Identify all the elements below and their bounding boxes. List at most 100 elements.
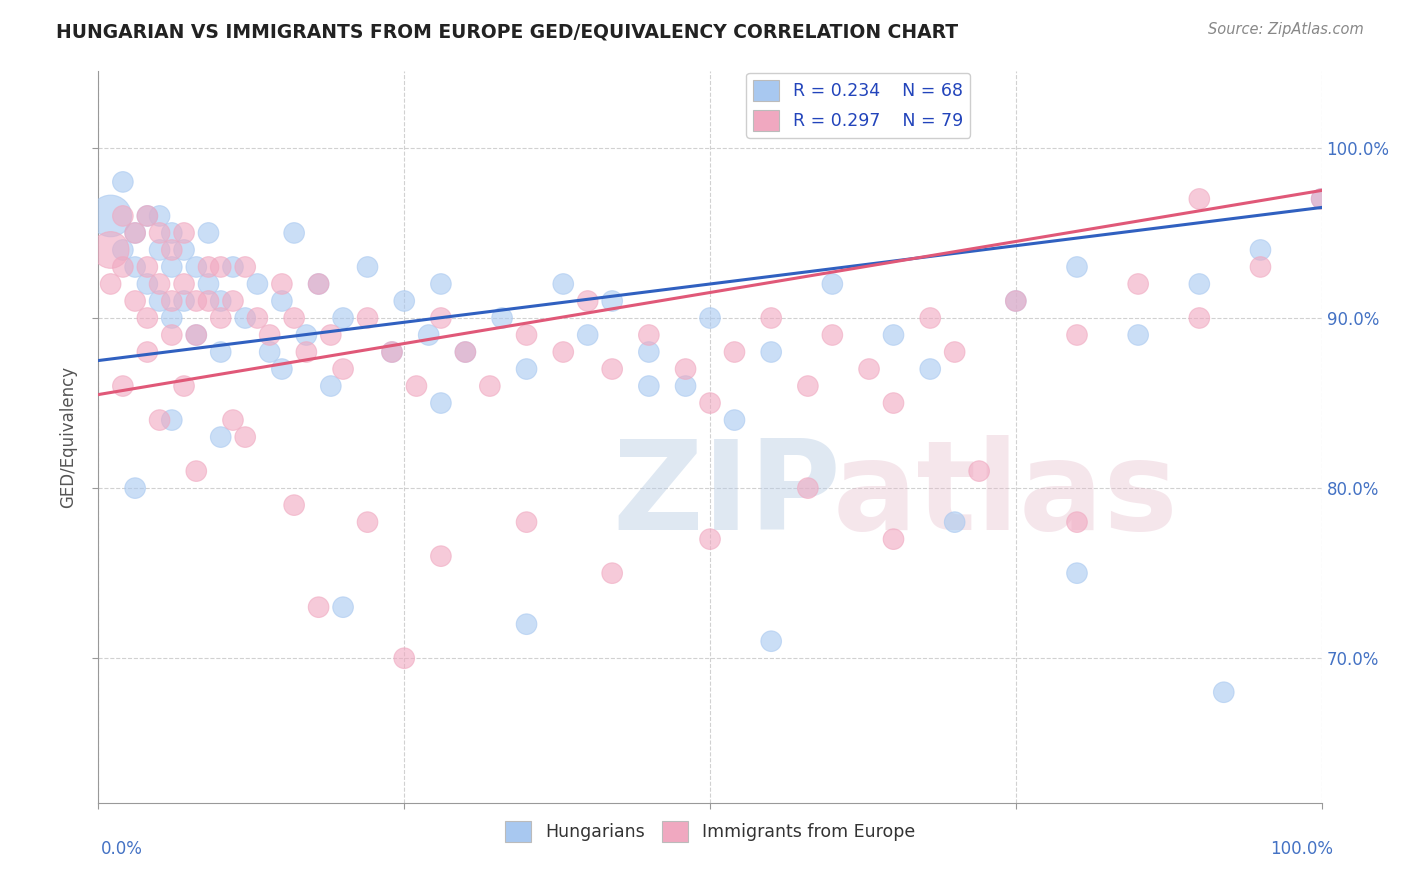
Point: [124, 226, 146, 240]
Point: [637, 379, 661, 393]
Point: [136, 311, 159, 326]
Point: [222, 260, 245, 274]
Point: [1310, 192, 1333, 206]
Point: [1066, 260, 1088, 274]
Point: [295, 328, 318, 343]
Point: [392, 651, 416, 665]
Point: [160, 328, 183, 343]
Point: [699, 532, 721, 546]
Point: [883, 396, 905, 410]
Point: [209, 260, 232, 274]
Text: Source: ZipAtlas.com: Source: ZipAtlas.com: [1208, 22, 1364, 37]
Point: [1249, 260, 1271, 274]
Point: [920, 362, 942, 376]
Point: [209, 293, 232, 308]
Text: 100.0%: 100.0%: [1270, 840, 1333, 858]
Point: [576, 293, 599, 308]
Point: [173, 277, 195, 291]
Point: [197, 293, 219, 308]
Point: [943, 345, 966, 359]
Point: [100, 277, 122, 291]
Point: [173, 243, 195, 257]
Point: [308, 277, 330, 291]
Point: [136, 277, 159, 291]
Point: [186, 260, 208, 274]
Point: [332, 362, 354, 376]
Point: [160, 293, 183, 308]
Point: [1066, 566, 1088, 581]
Point: [197, 277, 219, 291]
Point: [515, 328, 537, 343]
Point: [209, 345, 232, 359]
Point: [1310, 192, 1333, 206]
Point: [1212, 685, 1234, 699]
Point: [675, 362, 697, 376]
Point: [392, 293, 416, 308]
Point: [124, 226, 146, 240]
Point: [600, 293, 623, 308]
Point: [124, 260, 146, 274]
Point: [515, 362, 537, 376]
Y-axis label: GED/Equivalency: GED/Equivalency: [59, 366, 77, 508]
Point: [1188, 277, 1211, 291]
Point: [308, 600, 330, 615]
Point: [761, 634, 783, 648]
Point: [821, 328, 844, 343]
Point: [454, 345, 477, 359]
Point: [186, 328, 208, 343]
Text: HUNGARIAN VS IMMIGRANTS FROM EUROPE GED/EQUIVALENCY CORRELATION CHART: HUNGARIAN VS IMMIGRANTS FROM EUROPE GED/…: [56, 22, 959, 41]
Point: [233, 311, 256, 326]
Point: [1249, 243, 1271, 257]
Point: [160, 413, 183, 427]
Point: [576, 328, 599, 343]
Point: [943, 515, 966, 529]
Point: [160, 226, 183, 240]
Point: [491, 311, 513, 326]
Point: [381, 345, 404, 359]
Point: [308, 277, 330, 291]
Point: [149, 293, 172, 308]
Point: [149, 226, 172, 240]
Point: [270, 293, 294, 308]
Point: [478, 379, 501, 393]
Point: [637, 345, 661, 359]
Point: [723, 345, 745, 359]
Point: [1066, 328, 1088, 343]
Point: [209, 311, 232, 326]
Point: [136, 345, 159, 359]
Point: [761, 345, 783, 359]
Point: [295, 345, 318, 359]
Point: [1188, 311, 1211, 326]
Point: [136, 209, 159, 223]
Point: [381, 345, 404, 359]
Point: [246, 311, 269, 326]
Point: [100, 209, 122, 223]
Point: [233, 260, 256, 274]
Point: [149, 277, 172, 291]
Point: [270, 362, 294, 376]
Point: [209, 430, 232, 444]
Point: [356, 260, 378, 274]
Point: [883, 532, 905, 546]
Point: [332, 600, 354, 615]
Point: [259, 328, 281, 343]
Point: [283, 498, 305, 512]
Point: [186, 293, 208, 308]
Point: [319, 328, 342, 343]
Point: [553, 345, 575, 359]
Point: [173, 293, 195, 308]
Point: [222, 293, 245, 308]
Point: [111, 209, 134, 223]
Point: [283, 311, 305, 326]
Point: [111, 260, 134, 274]
Point: [160, 260, 183, 274]
Text: 0.0%: 0.0%: [101, 840, 143, 858]
Point: [883, 328, 905, 343]
Point: [186, 464, 208, 478]
Point: [1004, 293, 1026, 308]
Point: [319, 379, 342, 393]
Point: [1004, 293, 1026, 308]
Point: [797, 379, 820, 393]
Point: [699, 311, 721, 326]
Point: [160, 243, 183, 257]
